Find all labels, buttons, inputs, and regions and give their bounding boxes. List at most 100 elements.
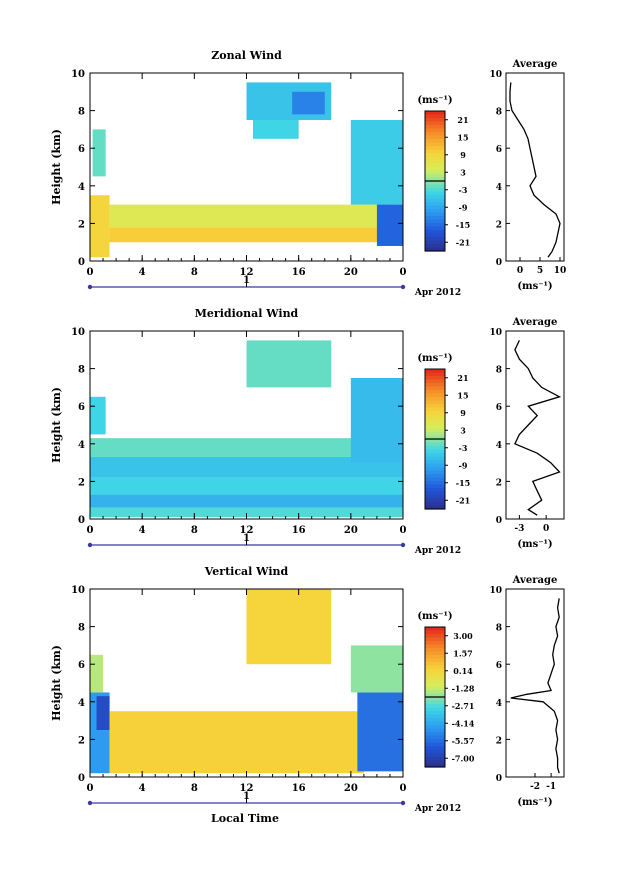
average-title: Average bbox=[512, 59, 558, 70]
y-axis-label: Height (km) bbox=[50, 387, 63, 463]
colorbar-segment bbox=[425, 690, 445, 695]
y-tick-label: 8 bbox=[78, 107, 85, 118]
colorbar-segment bbox=[425, 404, 445, 409]
colorbar-units: (ms⁻¹) bbox=[417, 95, 452, 106]
colorbar-segment bbox=[425, 641, 445, 646]
average-x-tick-label: 5 bbox=[537, 266, 543, 276]
colorbar-segment bbox=[425, 372, 445, 377]
average-profile-line bbox=[510, 598, 560, 774]
x-tick-label: 20 bbox=[344, 267, 358, 278]
colorbar-tick-label: -15 bbox=[456, 478, 470, 488]
day-bar-start bbox=[87, 800, 93, 806]
average-x-tick-label: 10 bbox=[554, 266, 567, 276]
colorbar-segment bbox=[425, 470, 445, 475]
colorbar-segment bbox=[425, 379, 445, 384]
x-tick-label: 12 bbox=[240, 525, 254, 536]
colorbar-segment bbox=[425, 397, 445, 402]
x-tick-label: 0 bbox=[87, 783, 94, 794]
colorbar-tick-label: 15 bbox=[457, 390, 468, 400]
colorbar-segment bbox=[425, 411, 445, 416]
colorbar-units: (ms⁻¹) bbox=[417, 353, 452, 364]
colorbar-segment bbox=[425, 467, 445, 472]
average-x-tick-label: -1 bbox=[546, 782, 556, 792]
average-frame bbox=[505, 72, 565, 262]
heatmap-cell bbox=[90, 456, 403, 478]
colorbar-segment bbox=[425, 665, 445, 670]
average-x-label: (ms⁻¹) bbox=[517, 281, 552, 292]
colorbar-segment bbox=[425, 683, 445, 688]
x-tick-label: 20 bbox=[344, 525, 358, 536]
day-label: 1 bbox=[243, 791, 250, 802]
average-y-tick-label: 0 bbox=[496, 774, 502, 784]
colorbar-tick-label: -4.14 bbox=[452, 718, 475, 728]
heatmap-cell bbox=[90, 654, 104, 693]
y-tick-label: 6 bbox=[78, 144, 85, 155]
colorbar-segment bbox=[425, 634, 445, 639]
colorbar-segment bbox=[425, 732, 445, 737]
y-tick-label: 6 bbox=[78, 660, 85, 671]
heatmap-cell bbox=[90, 494, 403, 508]
colorbar-segment bbox=[425, 498, 445, 503]
heatmap-cell bbox=[109, 711, 364, 774]
y-tick-label: 2 bbox=[78, 477, 85, 488]
x-tick-label: 12 bbox=[240, 783, 254, 794]
colorbar-segment bbox=[425, 435, 445, 440]
heatmap-cell bbox=[376, 204, 403, 246]
colorbar-segment bbox=[425, 679, 445, 684]
colorbar-segment bbox=[425, 474, 445, 479]
average-profile-line bbox=[514, 340, 562, 516]
heatmap-cell bbox=[109, 204, 390, 228]
x-tick-label: 0 bbox=[87, 267, 94, 278]
average-frame bbox=[505, 330, 565, 520]
y-tick-label: 10 bbox=[71, 69, 85, 80]
colorbar-segment bbox=[425, 226, 445, 231]
heatmap-cell bbox=[109, 227, 390, 243]
x-tick-label: 0 bbox=[400, 267, 407, 278]
colorbar-segment bbox=[425, 491, 445, 496]
heatmap-cell bbox=[292, 91, 325, 115]
date-label: Apr 2012 bbox=[414, 804, 461, 814]
colorbar-segment bbox=[425, 230, 445, 235]
colorbar-segment bbox=[425, 648, 445, 653]
colorbar-segment bbox=[425, 219, 445, 224]
average-y-tick-label: 8 bbox=[496, 108, 502, 118]
colorbar-segment bbox=[425, 195, 445, 200]
day-bar-end bbox=[400, 542, 406, 548]
average-y-tick-label: 2 bbox=[496, 220, 502, 230]
colorbar-segment bbox=[425, 111, 445, 116]
chart-title: Meridional Wind bbox=[195, 307, 299, 320]
average-title: Average bbox=[512, 575, 558, 586]
colorbar-tick-label: 3 bbox=[460, 425, 466, 435]
colorbar-segment bbox=[425, 637, 445, 642]
colorbar-segment bbox=[425, 697, 445, 702]
day-label: 1 bbox=[243, 533, 250, 544]
colorbar-segment bbox=[425, 725, 445, 730]
y-tick-label: 2 bbox=[78, 219, 85, 230]
x-tick-label: 12 bbox=[240, 267, 254, 278]
colorbar-segment bbox=[425, 240, 445, 245]
colorbar-segment bbox=[425, 163, 445, 168]
heatmap-cell bbox=[96, 696, 110, 730]
colorbar-tick-label: -2.71 bbox=[452, 701, 475, 711]
colorbar-units: (ms⁻¹) bbox=[417, 611, 452, 622]
colorbar-segment bbox=[425, 181, 445, 186]
x-tick-label: 8 bbox=[191, 267, 198, 278]
average-title: Average bbox=[512, 317, 558, 328]
average-y-tick-label: 6 bbox=[496, 661, 502, 671]
colorbar-tick-label: 9 bbox=[460, 150, 466, 160]
colorbar-segment bbox=[425, 644, 445, 649]
colorbar-tick-label: -21 bbox=[456, 237, 470, 247]
colorbar-segment bbox=[425, 735, 445, 740]
average-y-tick-label: 4 bbox=[496, 441, 502, 451]
y-tick-label: 4 bbox=[78, 182, 85, 193]
x-tick-label: 0 bbox=[400, 783, 407, 794]
colorbar-tick-label: 0.14 bbox=[453, 666, 473, 676]
colorbar-segment bbox=[425, 739, 445, 744]
x-tick-label: 4 bbox=[139, 267, 146, 278]
colorbar-tick-label: -9 bbox=[459, 460, 468, 470]
colorbar-tick-label: -3 bbox=[459, 185, 468, 195]
colorbar-segment bbox=[425, 149, 445, 154]
colorbar-segment bbox=[425, 432, 445, 437]
